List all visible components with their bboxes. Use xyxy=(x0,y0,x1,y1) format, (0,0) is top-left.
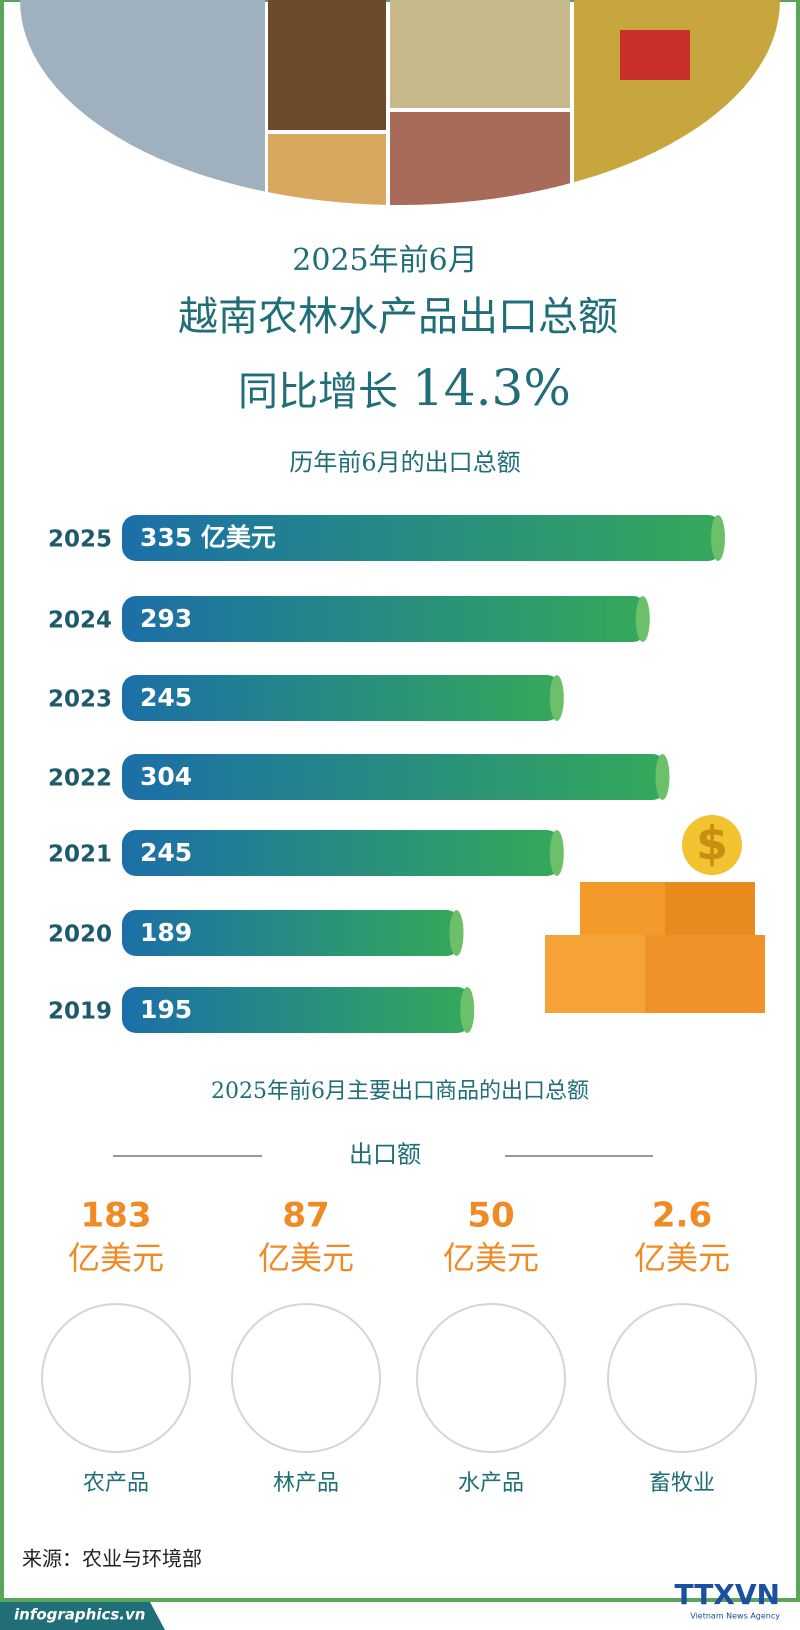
bar-cap xyxy=(549,830,564,876)
bar xyxy=(122,754,667,800)
value-label: 245 xyxy=(140,838,192,867)
svg-text:$: $ xyxy=(696,817,728,871)
category-label: 2021 xyxy=(48,842,112,868)
category-label: 2019 xyxy=(48,999,112,1025)
bar-cap xyxy=(460,987,475,1033)
value-label: 304 xyxy=(140,762,192,791)
bar xyxy=(122,596,647,642)
bar xyxy=(122,515,722,561)
growth-value: 14.3% xyxy=(412,359,571,417)
bar-cap xyxy=(711,515,725,561)
product-name: 水产品 xyxy=(458,1471,524,1496)
product-icon xyxy=(231,1303,381,1453)
value-label: 189 xyxy=(140,918,192,947)
source: 来源：农业与环境部 xyxy=(22,1547,202,1571)
site: infographics.vn xyxy=(14,1606,145,1624)
products-subtitle: 出口额 xyxy=(349,1141,421,1169)
boxes-decoration: $ xyxy=(545,815,765,1013)
bar-cap xyxy=(635,596,650,642)
bar xyxy=(122,830,561,876)
brand: TTXVN xyxy=(674,1578,780,1611)
product-icon xyxy=(607,1303,757,1453)
product-unit: 亿美元 xyxy=(258,1239,354,1277)
product-unit: 亿美元 xyxy=(443,1239,539,1277)
product-unit: 亿美元 xyxy=(634,1239,730,1277)
product-value: 183 xyxy=(81,1196,152,1236)
header-date: 2025年前6月 xyxy=(292,243,477,278)
bar-cap xyxy=(449,910,464,956)
product-icon xyxy=(41,1303,191,1453)
agency: Vietnam News Agency xyxy=(690,1612,780,1621)
value-label: 195 xyxy=(140,995,192,1024)
bar xyxy=(122,987,472,1033)
value-label: 293 xyxy=(140,604,192,633)
bar xyxy=(122,910,461,956)
product-value: 50 xyxy=(467,1196,514,1236)
product-icon xyxy=(416,1303,566,1453)
value-label: 245 xyxy=(140,683,192,712)
growth-label: 同比增长 xyxy=(238,369,398,415)
bar-cap xyxy=(655,754,670,800)
bar xyxy=(122,675,561,721)
value-label: 335 亿美元 xyxy=(140,523,276,552)
header-title: 越南农林水产品出口总额 xyxy=(178,294,618,340)
category-label: 2023 xyxy=(48,687,112,713)
footer-tab xyxy=(0,1602,165,1630)
category-label: 2020 xyxy=(48,922,112,948)
chart-title: 历年前6月的出口总额 xyxy=(289,449,520,477)
category-label: 2025 xyxy=(48,527,112,553)
product-unit: 亿美元 xyxy=(68,1239,164,1277)
category-label: 2024 xyxy=(48,608,112,634)
bar-cap xyxy=(549,675,564,721)
product-name: 林产品 xyxy=(273,1471,339,1496)
product-value: 2.6 xyxy=(652,1196,712,1236)
product-value: 87 xyxy=(282,1196,329,1236)
products-title: 2025年前6月主要出口商品的出口总额 xyxy=(211,1079,589,1104)
category-label: 2022 xyxy=(48,766,112,792)
product-name: 农产品 xyxy=(83,1471,149,1496)
product-name: 畜牧业 xyxy=(649,1471,715,1496)
